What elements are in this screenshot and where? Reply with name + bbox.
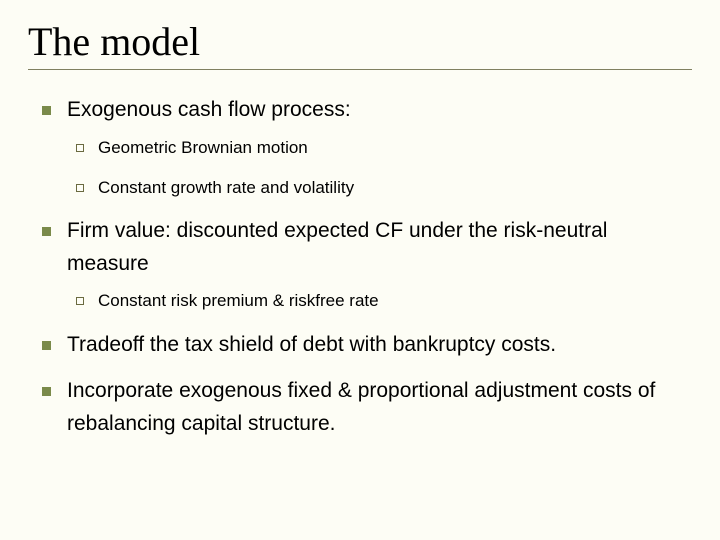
- square-bullet-icon: [42, 341, 51, 350]
- sublist: Geometric Brownian motion Constant growt…: [42, 135, 692, 202]
- list-subitem-label: Constant risk premium & riskfree rate: [98, 288, 692, 314]
- slide-body: Exogenous cash flow process: Geometric B…: [28, 94, 692, 440]
- sublist: Constant risk premium & riskfree rate: [42, 288, 692, 314]
- list-subitem: Constant risk premium & riskfree rate: [76, 288, 692, 314]
- list-subitem: Geometric Brownian motion: [76, 135, 692, 161]
- hollow-square-bullet-icon: [76, 297, 84, 305]
- hollow-square-bullet-icon: [76, 144, 84, 152]
- list-item: Exogenous cash flow process:: [42, 94, 692, 127]
- title-container: The model: [28, 18, 692, 70]
- list-item-label: Firm value: discounted expected CF under…: [67, 215, 692, 280]
- square-bullet-icon: [42, 227, 51, 236]
- list-item: Incorporate exogenous fixed & proportion…: [42, 375, 692, 440]
- list-item-label: Tradeoff the tax shield of debt with ban…: [67, 329, 692, 362]
- list-item-label: Incorporate exogenous fixed & proportion…: [67, 375, 692, 440]
- list-subitem-label: Constant growth rate and volatility: [98, 175, 692, 201]
- slide: The model Exogenous cash flow process: G…: [0, 0, 720, 540]
- hollow-square-bullet-icon: [76, 184, 84, 192]
- list-item: Tradeoff the tax shield of debt with ban…: [42, 329, 692, 362]
- square-bullet-icon: [42, 106, 51, 115]
- list-subitem: Constant growth rate and volatility: [76, 175, 692, 201]
- list-item: Firm value: discounted expected CF under…: [42, 215, 692, 280]
- list-subitem-label: Geometric Brownian motion: [98, 135, 692, 161]
- square-bullet-icon: [42, 387, 51, 396]
- slide-title: The model: [28, 18, 692, 65]
- list-item-label: Exogenous cash flow process:: [67, 94, 692, 127]
